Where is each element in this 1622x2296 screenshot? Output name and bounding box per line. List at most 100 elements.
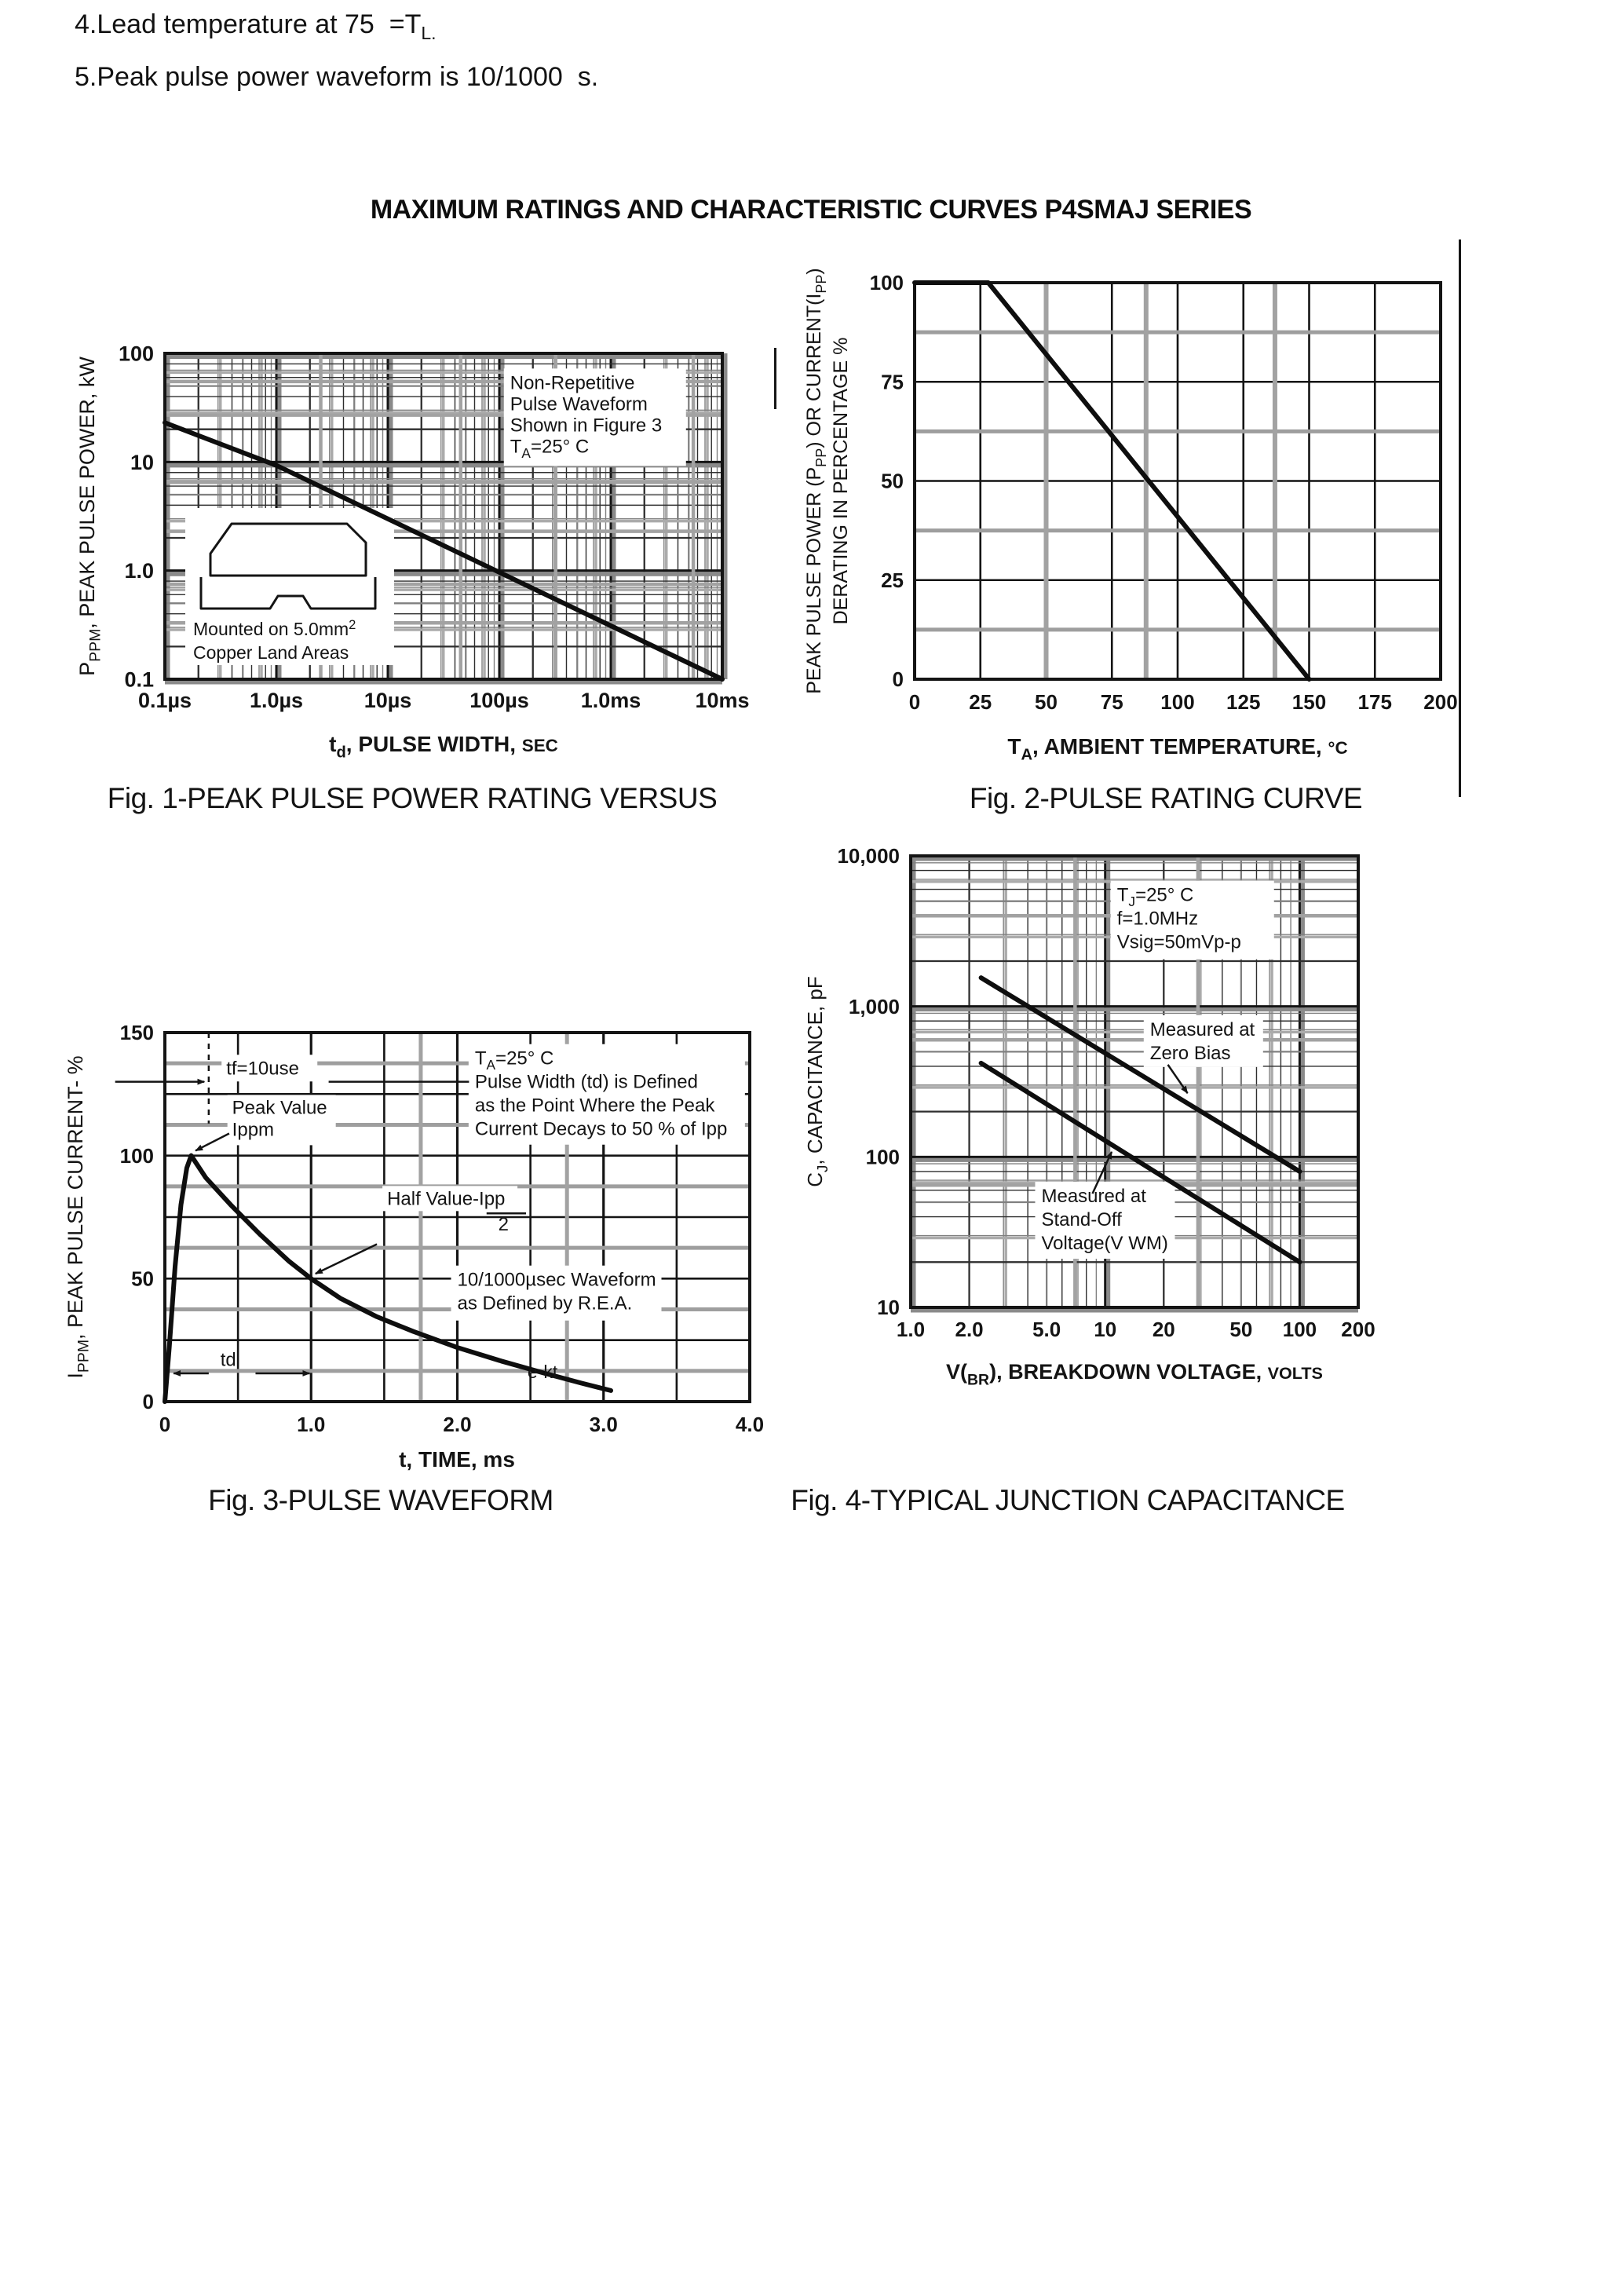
page-title: MAXIMUM RATINGS AND CHARACTERISTIC CURVE… [370, 195, 1252, 225]
svg-text:10: 10 [877, 1296, 900, 1319]
svg-text:75: 75 [1101, 690, 1123, 714]
fig1-peak-pulse-power-chart: Mounted on 5.0mm2 Copper Land Areas Non-Re… [75, 342, 750, 762]
svg-text:100: 100 [1283, 1318, 1317, 1341]
series-derating [912, 280, 1312, 682]
svg-text:Mounted on 5.0mm2: Mounted on 5.0mm2 [193, 617, 356, 639]
svg-text:1.0: 1.0 [897, 1318, 925, 1341]
svg-text:Pulse Waveform: Pulse Waveform [510, 393, 648, 415]
series-measured-at-zero-bias [978, 975, 1302, 1174]
svg-text:1.0µs: 1.0µs [250, 689, 303, 712]
fig3-caption: Fig. 3-PULSE WAVEFORM [208, 1484, 553, 1516]
svg-text:10: 10 [1094, 1318, 1116, 1341]
svg-text:10/1000µsec Waveform: 10/1000µsec Waveform [458, 1270, 656, 1291]
svg-text:150: 150 [1292, 690, 1326, 714]
svg-text:0.1: 0.1 [124, 667, 154, 691]
svg-text:TA=25° C: TA=25° C [475, 1048, 554, 1073]
svg-text:200: 200 [1423, 690, 1457, 714]
svg-text:75: 75 [881, 370, 904, 393]
svg-text:TA=25° C: TA=25° C [510, 436, 590, 460]
svg-text:Ippm: Ippm [232, 1119, 274, 1140]
svg-text:0: 0 [893, 667, 904, 691]
note-line-4-text: 4.Lead temperature at 75 =T [75, 9, 422, 39]
svg-text:25: 25 [881, 569, 904, 592]
fig2-pulse-rating-chart: 0 25 50 75 100 125 150 175 200 0 25 50 75 100 TA, AMBI… [803, 268, 1458, 764]
svg-text:10ms: 10ms [695, 689, 749, 712]
svg-text:e-kt: e-kt [528, 1362, 558, 1382]
svg-text:10µs: 10µs [364, 689, 412, 712]
svg-text:150: 150 [120, 1021, 154, 1044]
svg-text:10: 10 [130, 451, 154, 474]
svg-text:PEAK PULSE POWER (PPP) OR CURR: PEAK PULSE POWER (PPP) OR CURRENT(IPP) [803, 268, 829, 694]
svg-text:TJ=25° C: TJ=25° C [1117, 885, 1194, 909]
svg-text:100: 100 [866, 1145, 900, 1168]
svg-text:5.0: 5.0 [1032, 1318, 1061, 1341]
svg-text:0.1µs: 0.1µs [138, 689, 192, 712]
svg-text:25: 25 [969, 690, 992, 714]
svg-text:3.0: 3.0 [590, 1413, 618, 1436]
series-pulse-waveform [163, 1153, 614, 1404]
svg-text:f=1.0MHz: f=1.0MHz [1117, 909, 1198, 930]
series-measured-at-stand-off-voltage [978, 1060, 1302, 1265]
svg-text:1.0: 1.0 [297, 1413, 325, 1436]
svg-text:10,000: 10,000 [837, 844, 900, 868]
svg-text:100: 100 [119, 342, 154, 365]
svg-text:Shown in Figure 3: Shown in Figure 3 [510, 415, 662, 436]
svg-text:50: 50 [1035, 690, 1058, 714]
svg-text:Copper Land Areas: Copper Land Areas [193, 642, 349, 663]
svg-text:TA, AMBIENT TEMPERATURE, °C: TA, AMBIENT TEMPERATURE, °C [1007, 734, 1347, 764]
svg-text:0: 0 [159, 1413, 170, 1436]
svg-text:2: 2 [499, 1214, 509, 1235]
note-line-4: 4.Lead temperature at 75 =TL. [75, 9, 437, 44]
svg-text:td: td [221, 1350, 236, 1371]
svg-text:PPPM, PEAK PULSE POWER, kW: PPPM, PEAK PULSE POWER, kW [75, 356, 104, 676]
svg-text:1.0ms: 1.0ms [581, 689, 641, 712]
svg-text:100: 100 [1160, 690, 1194, 714]
svg-text:50: 50 [881, 470, 904, 493]
svg-text:100µs: 100µs [469, 689, 529, 712]
svg-text:1,000: 1,000 [849, 995, 900, 1018]
svg-text:Current Decays to 50 % of Ipp: Current Decays to 50 % of Ipp [475, 1119, 728, 1140]
note-line-4-subscript: L. [421, 22, 437, 43]
svg-text:50: 50 [131, 1267, 154, 1290]
svg-text:20: 20 [1153, 1318, 1175, 1341]
note-line-5: 5.Peak pulse power waveform is 10/1000 s… [75, 62, 599, 92]
package-outline-icon: Mounted on 5.0mm2 Copper Land Areas [193, 522, 377, 663]
svg-text:50: 50 [1229, 1318, 1252, 1341]
svg-text:Non-Repetitive: Non-Repetitive [510, 372, 635, 393]
fig1-caption: Fig. 1-PEAK PULSE POWER RATING VERSUS [107, 782, 718, 814]
svg-text:4.0: 4.0 [736, 1413, 764, 1436]
svg-text:Voltage(V WM): Voltage(V WM) [1041, 1233, 1167, 1254]
svg-text:100: 100 [870, 271, 904, 294]
svg-text:Stand-Off: Stand-Off [1041, 1209, 1122, 1230]
svg-text:as Defined by R.E.A.: as Defined by R.E.A. [458, 1293, 633, 1314]
svg-text:2.0: 2.0 [955, 1318, 983, 1341]
svg-text:200: 200 [1341, 1318, 1375, 1341]
svg-text:t, TIME, ms: t, TIME, ms [399, 1447, 515, 1472]
svg-text:175: 175 [1358, 690, 1392, 714]
series-peak-pulse-power [163, 420, 725, 682]
fig2-caption: Fig. 2-PULSE RATING CURVE [969, 782, 1363, 814]
svg-text:125: 125 [1226, 690, 1260, 714]
svg-text:as the Point Where the Peak: as the Point Where the Peak [475, 1095, 716, 1117]
svg-text:tf=10use: tf=10use [226, 1058, 299, 1079]
svg-text:1.0: 1.0 [124, 559, 154, 583]
svg-text:Zero Bias: Zero Bias [1150, 1043, 1231, 1064]
svg-text:100: 100 [120, 1144, 154, 1168]
svg-text:2.0: 2.0 [443, 1413, 471, 1436]
svg-text:0: 0 [909, 690, 920, 714]
svg-text:0: 0 [143, 1390, 154, 1413]
svg-text:td, PULSE WIDTH, SEC: td, PULSE WIDTH, SEC [329, 732, 558, 762]
scan-artifact-line [774, 348, 776, 409]
svg-text:IPPM, PEAK PULSE CURRENT- %: IPPM, PEAK PULSE CURRENT- % [64, 1055, 92, 1378]
svg-text:CJ, CAPACITANCE, pF: CJ, CAPACITANCE, pF [803, 976, 831, 1186]
svg-text:Vsig=50mVp-p: Vsig=50mVp-p [1117, 932, 1241, 953]
svg-text:Peak Value: Peak Value [232, 1097, 327, 1118]
svg-text:DERATING IN PERCENTAGE %: DERATING IN PERCENTAGE % [830, 338, 852, 625]
page-divider-line [1459, 239, 1461, 797]
svg-text:V(BR), BREAKDOWN VOLTAGE, VOLT: V(BR), BREAKDOWN VOLTAGE, VOLTS [946, 1360, 1323, 1388]
svg-text:Half Value-Ipp: Half Value-Ipp [387, 1188, 505, 1209]
fig4-caption: Fig. 4-TYPICAL JUNCTION CAPACITANCE [791, 1484, 1345, 1516]
